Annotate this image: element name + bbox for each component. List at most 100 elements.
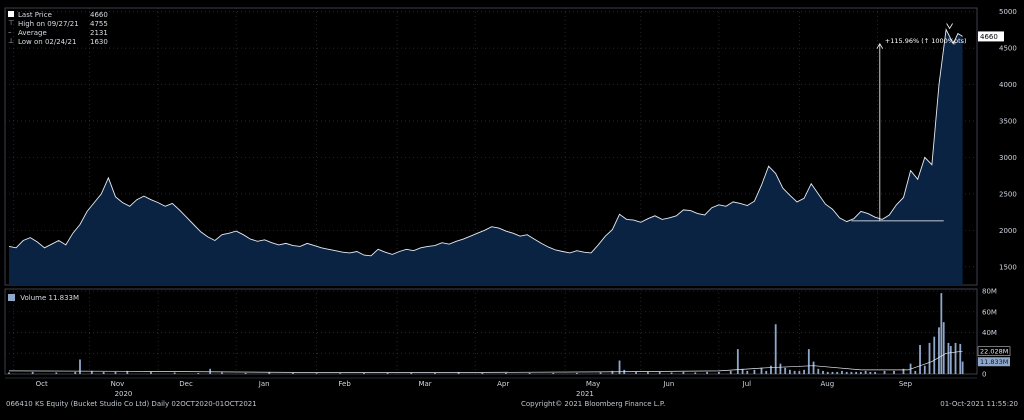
volume-tick-label: 60M bbox=[982, 308, 997, 316]
volume-bar bbox=[706, 371, 708, 374]
volume-bar bbox=[363, 372, 365, 374]
volume-bar bbox=[694, 372, 697, 374]
volume-bar bbox=[682, 371, 685, 374]
price-tick-label: 3000 bbox=[999, 154, 1017, 162]
volume-bar bbox=[55, 372, 58, 374]
year-tick-label: 2020 bbox=[115, 390, 133, 398]
month-tick-label: Jul bbox=[742, 380, 752, 388]
year-tick-label: 2021 bbox=[576, 390, 594, 398]
volume-bar bbox=[114, 371, 117, 374]
volume-bar bbox=[954, 342, 957, 374]
last-price-tag-label: 4660 bbox=[980, 33, 998, 41]
volume-tick-label: 0 bbox=[982, 371, 986, 379]
volume-bar bbox=[505, 372, 507, 374]
volume-bar bbox=[807, 349, 810, 374]
volume-bar bbox=[947, 342, 950, 374]
volume-bar bbox=[893, 370, 895, 374]
legend-last-price-label: Last Price bbox=[18, 11, 52, 19]
high-marker-icon bbox=[946, 23, 953, 30]
legend-average: – Average 2131 bbox=[8, 28, 108, 38]
volume-bar bbox=[864, 370, 867, 374]
volume-bar bbox=[869, 371, 872, 374]
volume-bar bbox=[150, 371, 152, 374]
volume-legend-value: 11.833M bbox=[48, 294, 80, 302]
volume-bar bbox=[528, 372, 531, 374]
price-area bbox=[9, 29, 963, 285]
volume-bar bbox=[741, 368, 744, 374]
volume-bar bbox=[221, 372, 223, 374]
month-tick-label: Aug bbox=[821, 380, 835, 388]
volume-bar bbox=[760, 367, 763, 374]
volume-bar bbox=[729, 370, 732, 374]
volume-bar bbox=[244, 372, 247, 374]
volume-bar bbox=[552, 372, 555, 374]
legend-average-value: 2131 bbox=[90, 29, 108, 37]
volume-bar bbox=[647, 371, 649, 374]
volume-bar bbox=[90, 370, 93, 374]
volume-bar bbox=[841, 370, 843, 374]
price-tick-label: 1500 bbox=[999, 263, 1017, 271]
month-tick-label: Feb bbox=[338, 380, 351, 388]
volume-bar bbox=[793, 370, 796, 374]
month-tick-label: Dec bbox=[179, 380, 193, 388]
month-tick-label: Apr bbox=[497, 380, 509, 388]
volume-bar bbox=[822, 370, 824, 374]
volume-legend: Volume 11.833M bbox=[8, 294, 79, 302]
volume-bar bbox=[774, 324, 777, 374]
volume-bar bbox=[576, 372, 578, 374]
legend-last-price: Last Price 4660 bbox=[8, 11, 108, 20]
volume-bar bbox=[718, 371, 720, 374]
volume-bar bbox=[102, 371, 105, 374]
volume-bar bbox=[949, 346, 952, 374]
volume-tag bbox=[977, 346, 1011, 356]
volume-bar bbox=[845, 371, 848, 374]
volume-bar bbox=[779, 363, 782, 374]
month-tick-label: Sep bbox=[899, 380, 913, 388]
axes: Oct Nov Dec Jan Feb Mar Apr May Jun Jul Aug Sep 2020… bbox=[5, 8, 1017, 398]
legend-high-value: 4755 bbox=[90, 20, 108, 28]
volume-bar bbox=[812, 361, 815, 374]
month-tick-label: Mar bbox=[418, 380, 431, 388]
volume-bar bbox=[798, 370, 801, 374]
volume-bar bbox=[933, 336, 936, 374]
volume-bar bbox=[923, 365, 926, 374]
volume-bar bbox=[315, 373, 318, 374]
legend-low-label: Low on 02/24/21 bbox=[18, 38, 77, 46]
volume-bar bbox=[919, 344, 921, 374]
price-tick-label: 4000 bbox=[999, 81, 1017, 89]
last-price-tag bbox=[978, 31, 1004, 42]
volume-bar bbox=[938, 327, 940, 374]
volume-bar bbox=[173, 372, 176, 374]
volume-bar bbox=[902, 368, 905, 374]
volume-tag-label: 22.028M bbox=[980, 348, 1008, 356]
month-tick-label: Oct bbox=[36, 380, 48, 388]
volume-bar bbox=[126, 370, 129, 374]
month-tick-label: Nov bbox=[111, 380, 125, 388]
price-tick-label: 2500 bbox=[999, 190, 1017, 198]
legend-high: ⊤ High on 09/27/21 4755 bbox=[8, 19, 108, 29]
volume-bar bbox=[753, 369, 756, 374]
volume-bar bbox=[803, 369, 805, 374]
volume-average-line bbox=[8, 350, 963, 373]
volume-bar bbox=[942, 322, 945, 374]
volume-bar bbox=[410, 372, 413, 374]
price-tick-label: 5000 bbox=[999, 8, 1017, 16]
last-price-swatch bbox=[8, 11, 14, 17]
volume-bar bbox=[209, 368, 212, 374]
month-tick-label: Jun bbox=[662, 380, 674, 388]
volume-bar bbox=[434, 372, 436, 374]
volume-bar bbox=[74, 371, 77, 374]
legend-last-price-value: 4660 bbox=[90, 11, 108, 19]
volume-bar bbox=[670, 372, 673, 374]
volume-bar bbox=[788, 369, 791, 374]
volume-bar bbox=[197, 372, 200, 374]
volume-bar bbox=[855, 371, 858, 374]
legend-low-value: 1630 bbox=[90, 38, 108, 46]
volume-bar bbox=[8, 372, 10, 374]
volume-bar bbox=[481, 372, 484, 374]
volume-bar bbox=[79, 359, 81, 374]
legend-average-label: Average bbox=[18, 29, 47, 37]
volume-bar bbox=[599, 372, 602, 374]
price-tick-label: 4500 bbox=[999, 45, 1017, 53]
volume-bar bbox=[386, 372, 389, 374]
